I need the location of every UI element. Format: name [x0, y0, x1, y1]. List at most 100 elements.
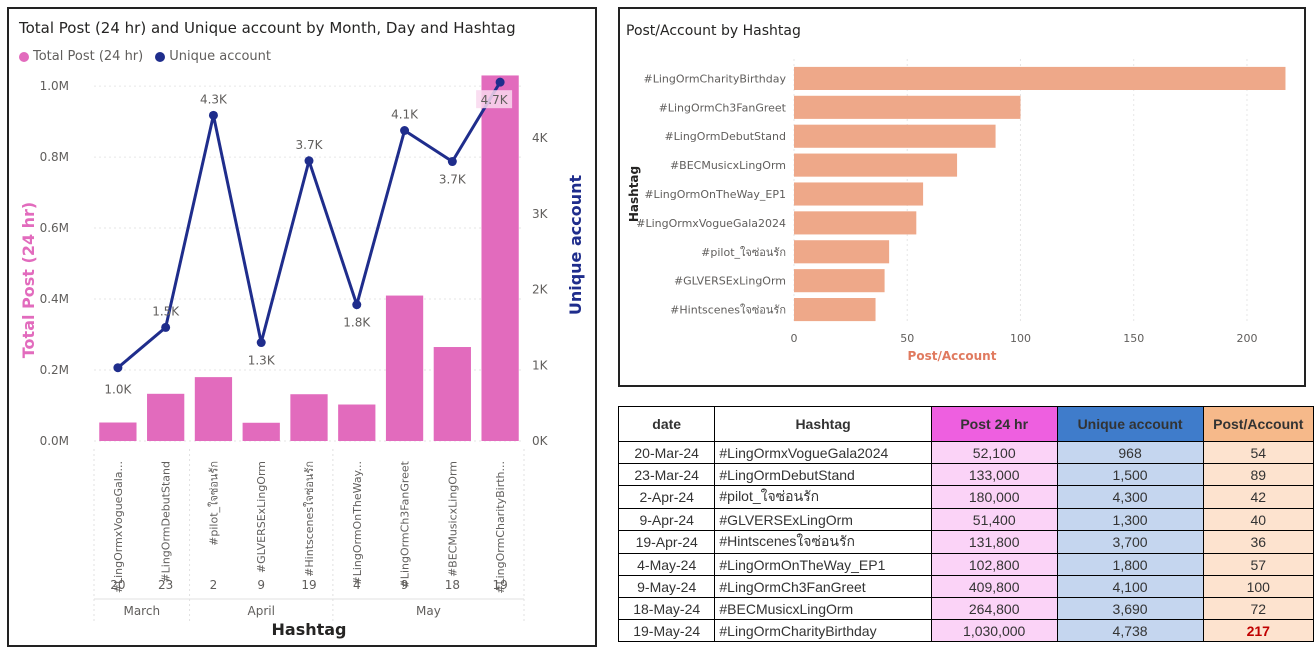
bar — [794, 240, 890, 264]
cell-post: 131,800 — [930, 530, 1058, 554]
y-category-label: #GLVERSExLingOrm — [674, 275, 786, 288]
combo-chart-panel: Total Post (24 hr) and Unique account by… — [7, 7, 597, 647]
legend-dot-icon — [155, 51, 166, 62]
x-month-label: April — [248, 604, 275, 618]
data-label: 1.3K — [248, 354, 276, 368]
cell-date: 9-May-24 — [617, 575, 716, 598]
bar — [794, 95, 1021, 119]
table-row: 20-Mar-24 #LingOrmxVogueGala2024 52,100 968… — [617, 441, 1314, 464]
hbar-chart: 0 50 100 150 200 #LingOrmCharityBirthday #Ling… — [627, 59, 1286, 363]
column-header-ratio: Post/Account — [1202, 406, 1314, 442]
cell-unique: 4,738 — [1056, 619, 1204, 642]
cell-ratio: 72 — [1202, 597, 1314, 620]
cell-date: 19-May-24 — [617, 619, 716, 642]
legend-dot-icon — [19, 51, 29, 62]
cell-post: 180,000 — [930, 485, 1058, 509]
y2-tick-label: 0K — [532, 434, 549, 448]
cell-unique: 4,100 — [1056, 575, 1204, 598]
bar — [794, 211, 917, 235]
data-label: 1.0K — [104, 383, 132, 397]
x-axis-title: Post/Account — [908, 349, 997, 363]
y-tick-label: 0.8M — [40, 150, 69, 164]
x-tick-label: 50 — [900, 332, 914, 345]
cell-post: 264,800 — [930, 597, 1058, 620]
y-axis-title: Total Post (24 hr) — [19, 202, 38, 358]
x-tick-label: 0 — [791, 332, 798, 345]
cell-post: 102,800 — [930, 553, 1058, 576]
cell-date: 9-Apr-24 — [617, 508, 716, 531]
bar — [99, 422, 137, 441]
x-day-label: 19 — [492, 578, 507, 592]
x-category-label: #BECMusicxLingOrm — [446, 461, 459, 577]
line-point — [113, 363, 123, 373]
bar — [794, 298, 876, 322]
chart-legend: Total Post (24 hr) Unique account — [19, 49, 277, 64]
table-header-row: date Hashtag Post 24 hr Unique account P… — [617, 406, 1314, 442]
legend-label: Total Post (24 hr) — [33, 49, 144, 64]
cell-ratio: 57 — [1202, 553, 1314, 576]
legend-item-total-post[interactable]: Total Post (24 hr) — [19, 49, 143, 64]
cell-hashtag: #Hintscenesใจซ่อนรัก — [714, 530, 932, 554]
y-category-label: #LingOrmOnTheWay_EP1 — [644, 188, 786, 201]
column-header-hashtag: Hashtag — [714, 406, 932, 442]
y-category-label: #LingOrmCh3FanGreet — [659, 101, 787, 114]
y-category-label: #LingOrmDebutStand — [664, 130, 786, 143]
x-day-label: 9 — [257, 578, 265, 592]
table-row: 4-May-24 #LingOrmOnTheWay_EP1 102,800 1,800… — [617, 553, 1314, 576]
x-day-label: 2 — [210, 578, 218, 592]
cell-ratio: 100 — [1202, 575, 1314, 598]
y-category-label: #LingOrmCharityBirthday — [644, 72, 787, 85]
chart-title: Post/Account by Hashtag — [626, 23, 801, 39]
column-header-post: Post 24 hr — [930, 406, 1058, 442]
data-label: 4.3K — [200, 92, 228, 106]
x-tick-label: 100 — [1010, 332, 1031, 345]
cell-post: 51,400 — [930, 508, 1058, 531]
table-row: 19-May-24 #LingOrmCharityBirthday 1,030,00… — [617, 619, 1314, 642]
data-label: 3.7K — [296, 138, 324, 152]
table-row: 19-Apr-24 #Hintscenesใจซ่อนรัก 131,800 3,70… — [617, 530, 1314, 554]
data-label: 4.1K — [391, 107, 419, 121]
y-category-label: #BECMusicxLingOrm — [670, 159, 786, 172]
x-day-label: 18 — [445, 578, 460, 592]
y2-tick-label: 2K — [532, 283, 549, 297]
table-row: 23-Mar-24 #LingOrmDebutStand 133,000 1,500 8… — [617, 463, 1314, 486]
bar — [385, 295, 424, 441]
cell-hashtag: #BECMusicxLingOrm — [714, 597, 932, 620]
x-category-label: #LingOrmDebutStand — [160, 461, 173, 583]
bar — [338, 404, 376, 441]
cell-unique: 1,300 — [1056, 508, 1204, 531]
y-axis-title: Hashtag — [627, 166, 641, 222]
bar — [433, 347, 471, 441]
cell-unique: 3,690 — [1056, 597, 1204, 620]
line-point — [447, 157, 457, 167]
bar — [290, 394, 328, 441]
cell-date: 2-Apr-24 — [617, 485, 716, 509]
y-category-label: #LingOrmxVogueGala2024 — [636, 217, 786, 230]
data-label: 1.8K — [343, 316, 371, 330]
data-table: date Hashtag Post 24 hr Unique account P… — [617, 406, 1314, 642]
legend-item-unique-account[interactable]: Unique account — [155, 49, 271, 64]
cell-unique: 4,300 — [1056, 485, 1204, 509]
y2-tick-label: 4K — [532, 131, 549, 145]
line-point — [495, 77, 505, 87]
combo-chart: 0.0M 0.2M 0.4M 0.6M 0.8M 1.0M 0K 1K 2K 3K 4K 1.0K 1.… — [19, 75, 585, 639]
cell-ratio: 217 — [1202, 619, 1314, 642]
x-category-label: #LingOrmOnTheWay... — [351, 461, 364, 586]
y-category-label: #pilot_ใจซ่อนรัก — [701, 246, 786, 259]
cell-unique: 3,700 — [1056, 530, 1204, 554]
cell-hashtag: #LingOrmCharityBirthday — [714, 619, 932, 642]
data-label: 3.7K — [439, 173, 467, 187]
bar — [794, 66, 1286, 90]
cell-date: 4-May-24 — [617, 553, 716, 576]
line-point — [208, 110, 218, 120]
cell-hashtag: #GLVERSExLingOrm — [714, 508, 932, 531]
cell-unique: 968 — [1056, 441, 1204, 464]
legend-label: Unique account — [169, 49, 272, 64]
y-tick-label: 0.0M — [40, 434, 69, 448]
cell-hashtag: #LingOrmDebutStand — [714, 463, 932, 486]
x-day-label: 20 — [110, 578, 125, 592]
cell-post: 133,000 — [930, 463, 1058, 486]
bar — [794, 124, 996, 148]
cell-date: 20-Mar-24 — [617, 441, 716, 464]
series-line — [116, 81, 502, 369]
